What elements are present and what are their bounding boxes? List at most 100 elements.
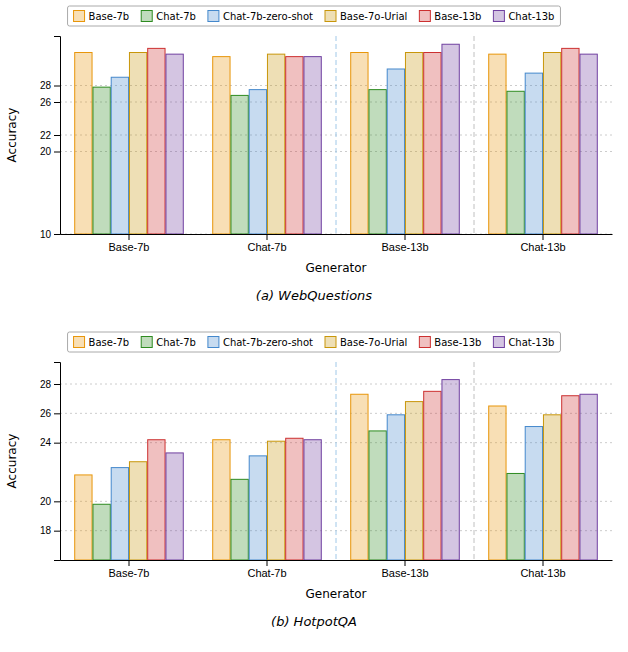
x-tick-label: Chat-7b bbox=[247, 567, 286, 579]
x-tick: Chat-13b bbox=[520, 560, 565, 579]
legend-item: Base-7b bbox=[74, 337, 130, 348]
x-tick-label: Base-7b bbox=[109, 567, 150, 579]
legend-label: Chat-7b bbox=[156, 11, 196, 22]
x-tick-label: Base-7b bbox=[109, 241, 150, 253]
bar bbox=[93, 504, 110, 560]
x-tick: Base-13b bbox=[381, 234, 428, 253]
legend-item: Chat-7b-zero-shot bbox=[208, 337, 313, 348]
bar bbox=[424, 53, 441, 235]
legend-swatch bbox=[74, 11, 85, 22]
y-tick: 26 bbox=[40, 97, 60, 108]
legend-swatch bbox=[325, 11, 336, 22]
y-axis: 1020222628 bbox=[40, 37, 61, 240]
x-axis-title: Generator bbox=[306, 587, 367, 601]
x-tick-label: Base-13b bbox=[381, 567, 428, 579]
bar bbox=[129, 462, 146, 560]
legend: Base-7b Chat-7b Chat-7b-zero-shot Base-7o-U… bbox=[68, 332, 561, 352]
y-axis-title: Accuracy bbox=[5, 108, 19, 163]
legend-item: Base-13b bbox=[419, 337, 481, 348]
bar bbox=[111, 77, 128, 234]
y-tick-mark bbox=[54, 152, 60, 153]
separator bbox=[336, 36, 337, 234]
legend-frame bbox=[68, 6, 561, 26]
panel: 1020222628Base-7bChat-7bBase-13bChat-13b… bbox=[5, 6, 613, 303]
legend-item: Chat-13b bbox=[493, 337, 554, 348]
legend-swatch bbox=[325, 337, 336, 348]
legend-item: Base-7o-Urial bbox=[325, 11, 407, 22]
bar bbox=[304, 57, 321, 234]
y-axis-title: Accuracy bbox=[5, 434, 19, 489]
y-tick-label: 26 bbox=[40, 408, 52, 419]
legend-item: Base-7b bbox=[74, 11, 130, 22]
legend-label: Base-13b bbox=[434, 337, 481, 348]
legend: Base-7b Chat-7b Chat-7b-zero-shot Base-7o-U… bbox=[68, 6, 561, 26]
bar bbox=[442, 380, 459, 560]
y-tick-mark bbox=[54, 443, 60, 444]
y-tick-label: 20 bbox=[40, 146, 52, 157]
y-tick: 20 bbox=[40, 496, 60, 507]
grid-line bbox=[60, 384, 612, 385]
x-axis: Base-7b Chat-7b Base-13b Chat-13b bbox=[61, 560, 613, 579]
chart-root: 1020222628Base-7bChat-7bBase-13bChat-13b… bbox=[0, 0, 628, 652]
bar bbox=[387, 415, 404, 560]
y-tick-mark bbox=[54, 531, 60, 532]
bar bbox=[249, 456, 266, 560]
legend-label: Chat-13b bbox=[508, 11, 554, 22]
y-tick-label: 28 bbox=[40, 379, 52, 390]
bar bbox=[213, 57, 230, 234]
y-tick-mark bbox=[54, 501, 60, 502]
bar bbox=[111, 468, 128, 560]
bar bbox=[543, 53, 560, 235]
y-axis: 18 20 24 26 28 bbox=[40, 363, 61, 561]
title: (b) HotpotQA bbox=[271, 614, 357, 629]
bar-series bbox=[129, 402, 560, 560]
bar bbox=[267, 441, 284, 560]
y-tick-label: 22 bbox=[40, 130, 52, 141]
x-tick: Chat-7b bbox=[247, 560, 286, 579]
x-tick: Chat-7b bbox=[247, 234, 286, 253]
bar-series bbox=[129, 53, 560, 235]
bar bbox=[580, 54, 597, 234]
bars bbox=[75, 362, 598, 560]
legend-item: Chat-7b-zero-shot bbox=[208, 11, 313, 22]
bars bbox=[75, 36, 598, 234]
y-tick: 28 bbox=[40, 80, 60, 91]
y-tick-label: 24 bbox=[40, 437, 52, 448]
legend-item: Chat-7b bbox=[141, 337, 196, 348]
legend-item: Base-7o-Urial bbox=[325, 337, 407, 348]
bar bbox=[75, 53, 92, 235]
legend-swatch bbox=[141, 11, 152, 22]
y-axis-line bbox=[54, 363, 61, 561]
y-tick: 18 bbox=[40, 525, 60, 536]
bar bbox=[442, 44, 459, 234]
bar bbox=[286, 438, 303, 560]
bar bbox=[424, 391, 441, 560]
legend-label: Chat-7b-zero-shot bbox=[223, 337, 313, 348]
legend-swatch bbox=[493, 337, 504, 348]
separator bbox=[474, 362, 475, 560]
x-axis: Base-7bChat-7bBase-13bChat-13b bbox=[61, 234, 613, 253]
bar bbox=[231, 479, 248, 560]
bar bbox=[562, 48, 579, 234]
x-tick-label: Chat-7b bbox=[247, 241, 286, 253]
separator bbox=[336, 362, 337, 560]
y-tick-mark bbox=[54, 234, 60, 235]
y-tick-mark bbox=[54, 413, 60, 414]
bar bbox=[489, 406, 506, 560]
bar bbox=[231, 95, 248, 234]
legend-swatch bbox=[208, 11, 219, 22]
bar bbox=[148, 440, 165, 560]
bar-series bbox=[148, 391, 579, 560]
bar bbox=[525, 427, 542, 560]
bar bbox=[75, 475, 92, 560]
legend-frame bbox=[68, 332, 561, 352]
bar-series bbox=[166, 380, 597, 560]
legend-swatch bbox=[141, 337, 152, 348]
bar-series bbox=[75, 53, 506, 235]
x-tick-mark bbox=[129, 560, 130, 566]
x-tick-mark bbox=[543, 560, 544, 566]
bar bbox=[525, 73, 542, 234]
y-tick: 26 bbox=[40, 408, 60, 419]
legend-label: Base-7o-Urial bbox=[340, 337, 407, 348]
legend-label: Base-13b bbox=[434, 11, 481, 22]
